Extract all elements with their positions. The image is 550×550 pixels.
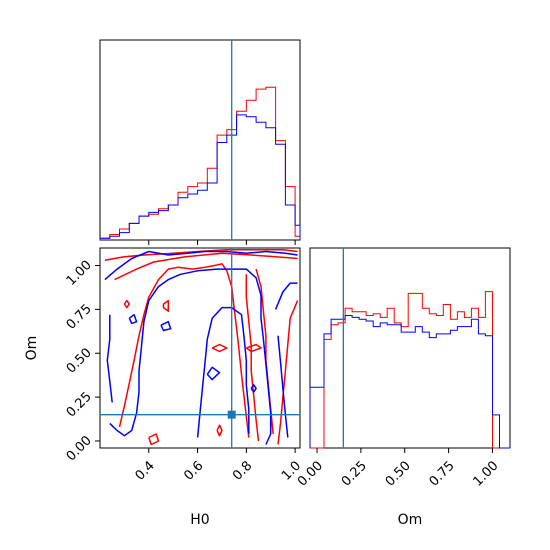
y-axis-label-om: Om bbox=[24, 336, 40, 361]
tick-label-om-x-3: 0.75 bbox=[427, 458, 458, 489]
contour-red-2 bbox=[118, 263, 250, 438]
truth-point bbox=[227, 410, 236, 419]
tick-label-h0-1: 0.6 bbox=[181, 458, 206, 483]
tick-label-h0-0: 0.4 bbox=[133, 458, 158, 483]
hist-om-blue-series bbox=[309, 315, 510, 449]
tick-label-om-y-1: 0.25 bbox=[64, 389, 95, 420]
contour-blue-7 bbox=[250, 384, 257, 393]
contour-red-7 bbox=[162, 299, 170, 312]
tick-label-om-x-0: 0.00 bbox=[295, 458, 326, 489]
tick-label-om-x-1: 0.25 bbox=[339, 458, 370, 489]
contour-blue-3 bbox=[196, 306, 250, 438]
contour-blue-4 bbox=[274, 282, 298, 310]
contour-blue-9 bbox=[128, 313, 138, 325]
contour-blue-8 bbox=[160, 320, 172, 332]
contour-red-0 bbox=[104, 249, 298, 262]
tick-label-om-y-3: 0.75 bbox=[64, 302, 95, 333]
contour-blue-6 bbox=[206, 366, 221, 381]
hist-h0-frame bbox=[99, 39, 301, 241]
x-axis-label-h0: H0 bbox=[190, 512, 209, 528]
truth-markers bbox=[100, 40, 344, 448]
tick-label-om-x-2: 0.50 bbox=[383, 458, 414, 489]
x-axis-label-om: Om bbox=[398, 512, 423, 528]
contours bbox=[104, 249, 299, 446]
contour-red-9 bbox=[211, 343, 228, 353]
contour-red-6 bbox=[148, 433, 160, 446]
contour-red-1 bbox=[114, 252, 298, 281]
contour-blue-2 bbox=[106, 314, 113, 403]
hist-om bbox=[309, 291, 510, 449]
hist-h0-red-series bbox=[99, 86, 301, 240]
tick-label-om-x-4: 1.00 bbox=[470, 458, 501, 489]
tick-label-om-y-4: 1.00 bbox=[64, 258, 95, 289]
contour-red-8 bbox=[123, 299, 131, 309]
contour-red-5 bbox=[277, 300, 299, 445]
tick-label-h0-2: 0.8 bbox=[230, 458, 255, 483]
contour-red-10 bbox=[245, 343, 262, 353]
scatter-frame bbox=[99, 247, 301, 449]
hist-h0-blue-series bbox=[99, 114, 301, 240]
hist-om-red-series bbox=[310, 291, 510, 449]
contour-red-11 bbox=[216, 424, 223, 437]
contour-blue-1 bbox=[104, 250, 298, 281]
axis-ticks: 0.4 0.6 0.8 1.00.000.250.500.751.000.00 0.25… bbox=[64, 240, 502, 490]
hist-om-frame bbox=[309, 247, 511, 449]
contour-blue-5 bbox=[277, 335, 289, 438]
tick-label-om-y-2: 0.50 bbox=[64, 345, 95, 376]
hist-h0 bbox=[99, 86, 301, 240]
contour-red-3 bbox=[245, 274, 260, 442]
contour-blue-0 bbox=[109, 268, 272, 445]
tick-label-om-y-0: 0.00 bbox=[64, 433, 95, 464]
